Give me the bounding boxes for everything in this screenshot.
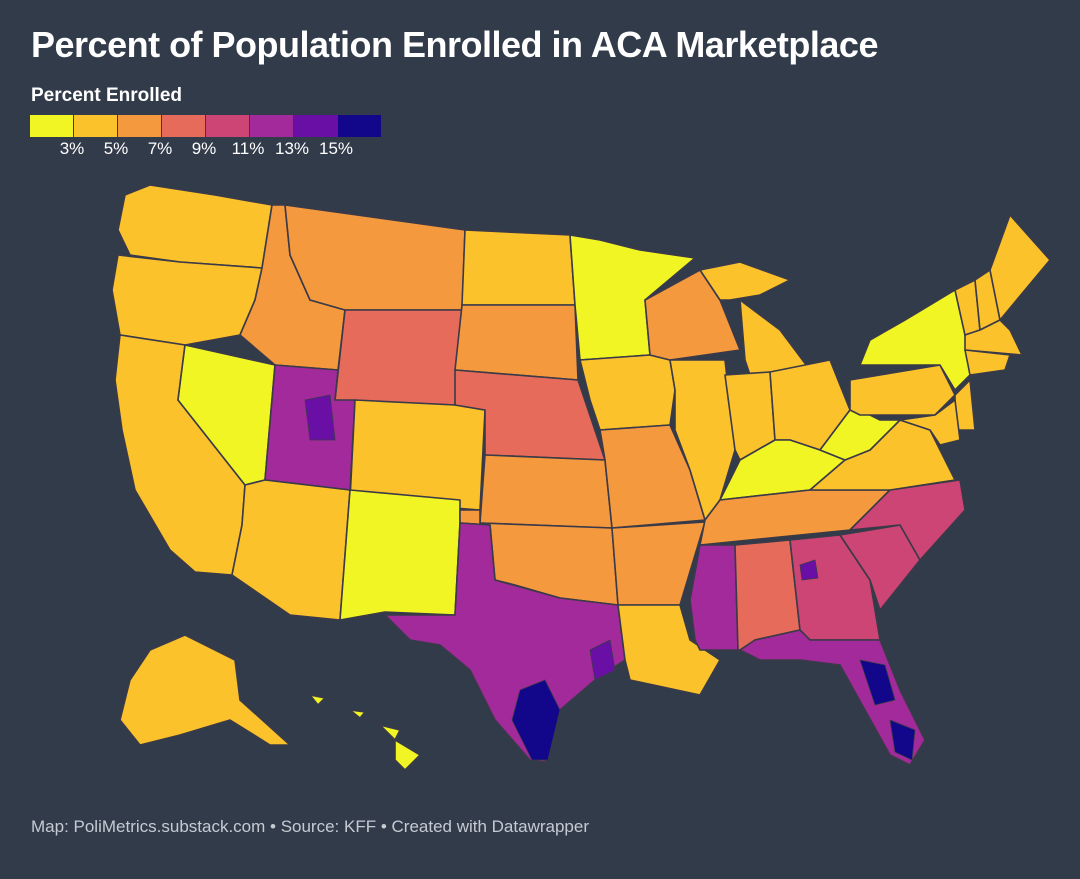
legend-swatch (30, 115, 73, 137)
legend-tick-label: 3% (59, 139, 85, 158)
legend-swatch (250, 115, 293, 137)
state-sd (454, 304, 579, 381)
state-pa (849, 364, 956, 416)
region-west-utah (304, 394, 336, 441)
state-hi (379, 724, 401, 741)
state-hi (309, 694, 326, 706)
legend-swatch (118, 115, 161, 137)
legend-tick-label: 5% (103, 139, 129, 158)
state-ct (964, 349, 1011, 376)
legend-tick-label: 11% (231, 139, 265, 158)
legend-tick-label: 15% (318, 139, 354, 158)
legend-tick-label: 9% (191, 139, 217, 158)
state-me (989, 214, 1051, 321)
legend-tick-label: 7% (147, 139, 173, 158)
legend-swatch (74, 115, 117, 137)
state-mi (699, 261, 791, 301)
state-ms (689, 544, 739, 651)
state-mt (284, 204, 466, 311)
state-hi (349, 709, 366, 719)
chart-title: Percent of Population Enrolled in ACA Ma… (31, 24, 878, 65)
state-hi (394, 739, 421, 771)
region-south-florida (889, 719, 916, 761)
region-houston (589, 639, 616, 681)
legend-swatch (294, 115, 337, 137)
state-wy (334, 309, 463, 406)
legend-swatch (338, 115, 381, 137)
legend-ticks: 3% 5% 7% 9% 11% 13% 15% (30, 139, 390, 161)
state-or (111, 254, 263, 346)
state-ia (579, 354, 676, 431)
state-nm (339, 489, 461, 621)
color-legend (30, 115, 382, 137)
state-nd (461, 229, 576, 306)
region-central-florida (859, 659, 896, 706)
region-south-texas (511, 679, 561, 761)
region-atlanta (799, 559, 819, 581)
state-az (231, 479, 351, 621)
legend-tick-label: 13% (274, 139, 310, 158)
legend-swatch (206, 115, 249, 137)
state-wa (117, 184, 273, 269)
state-tx (384, 522, 626, 763)
state-md (899, 399, 961, 446)
state-ak (119, 634, 291, 746)
state-la (617, 604, 721, 696)
state-ar (611, 521, 706, 606)
state-ks (479, 454, 613, 529)
footer-credits: Map: PoliMetrics.substack.com • Source: … (31, 817, 589, 836)
state-co (349, 399, 486, 511)
legend-title: Percent Enrolled (31, 85, 182, 106)
legend-swatch (162, 115, 205, 137)
